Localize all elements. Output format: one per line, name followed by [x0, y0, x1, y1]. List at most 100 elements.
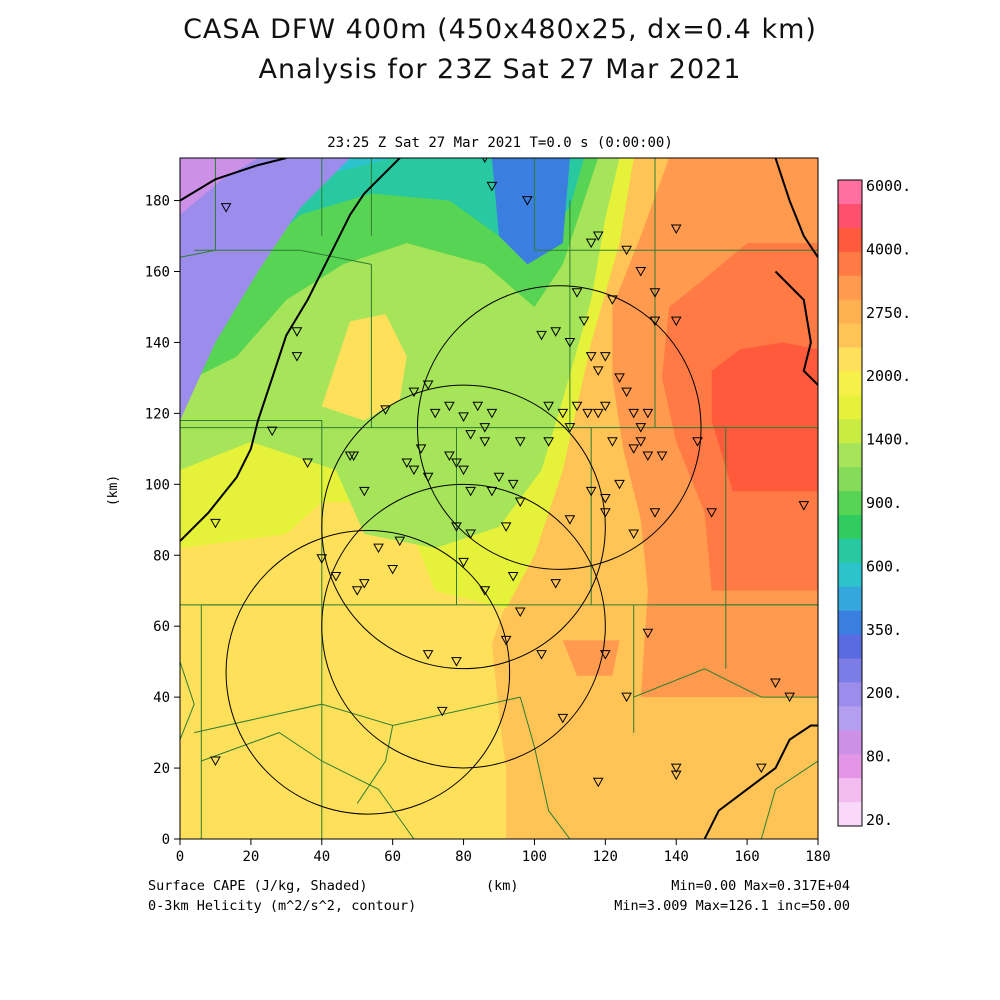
station-marker-7 [358, 486, 370, 497]
station-marker-74 [635, 423, 647, 433]
colorbar-swatch-2 [838, 227, 862, 253]
colorbar-swatch-1 [838, 203, 862, 229]
cape-region-local-max [562, 640, 620, 676]
station-marker-62 [571, 401, 583, 412]
station-marker-49 [564, 515, 576, 525]
station-marker-51 [599, 494, 611, 504]
helicity-contour-4 [703, 724, 818, 839]
station-marker-79 [649, 288, 661, 298]
station-marker-13 [415, 444, 427, 454]
footer-right: Min=0.00 Max=0.317E+04 Min=3.009 Max=126… [560, 876, 850, 916]
station-marker-68 [599, 352, 611, 362]
station-marker-28 [514, 497, 526, 508]
station-marker-21 [479, 423, 491, 433]
station-marker-18 [451, 458, 462, 469]
county-line-16 [356, 725, 394, 804]
station-marker-89 [543, 437, 554, 447]
station-marker-5 [210, 518, 221, 529]
y-tick-label-60: 60 [153, 619, 170, 635]
station-marker-84 [607, 295, 618, 305]
station-marker-34 [507, 572, 519, 582]
station-marker-19 [465, 430, 476, 440]
station-marker-14 [401, 458, 413, 469]
colorbar-swatch-7 [838, 347, 862, 372]
footer-helicity-label: 0-3km Helicity (m^2/s^2, contour) [148, 898, 417, 914]
station-marker-102 [621, 692, 632, 703]
station-marker-36 [500, 635, 512, 646]
colorbar-swatch-0 [838, 180, 862, 205]
station-marker-30 [465, 529, 476, 539]
station-marker-54 [628, 529, 640, 539]
radar-4 [321, 483, 606, 769]
station-marker-33 [479, 586, 491, 596]
plot-frame [179, 157, 819, 840]
station-marker-101 [642, 628, 654, 639]
x-tick-label-180: 180 [805, 849, 830, 865]
station-marker-10 [408, 387, 420, 398]
colorbar-swatch-10 [838, 419, 862, 444]
station-marker-97 [670, 224, 682, 234]
colorbar-label-3: 2000. [866, 367, 911, 385]
station-marker-93 [486, 408, 498, 419]
station-marker-95 [486, 181, 498, 192]
station-marker-38 [557, 713, 569, 724]
x-tick-label-160: 160 [734, 849, 759, 865]
colorbar-label-5: 900. [866, 494, 902, 512]
y-tick-label-0: 0 [162, 832, 170, 848]
station-marker-50 [585, 486, 597, 497]
county-line-24 [180, 661, 195, 740]
county-line-14 [519, 696, 571, 839]
footer-xlabel: (km) [486, 878, 519, 894]
colorbar-swatch-13 [838, 491, 862, 516]
colorbar-label-7: 350. [866, 621, 902, 639]
y-tick-label-100: 100 [145, 477, 170, 493]
station-marker-83 [585, 238, 597, 249]
station-marker-53 [599, 508, 611, 518]
station-marker-105 [670, 770, 682, 781]
station-marker-29 [500, 522, 512, 532]
colorbar-swatch-24 [838, 754, 862, 779]
colorbar-label-0: 6000. [866, 177, 911, 195]
station-marker-104 [670, 763, 682, 774]
station-marker-81 [621, 245, 632, 256]
radar-1 [321, 384, 606, 670]
colorbar-swatch-9 [838, 395, 862, 420]
station-marker-20 [472, 401, 484, 412]
y-axis-label: (km) [106, 474, 122, 507]
station-marker-88 [564, 423, 576, 433]
station-marker-44 [351, 586, 363, 596]
cape-region-peak [711, 342, 818, 492]
station-marker-78 [649, 316, 661, 327]
colorbar-swatch-25 [838, 778, 862, 803]
county-line-17 [760, 760, 818, 839]
colorbar-swatch-5 [838, 299, 862, 325]
station-marker-52 [614, 479, 625, 490]
station-marker-25 [486, 486, 498, 497]
colorbar-swatch-17 [838, 586, 862, 612]
colorbar-swatch-21 [838, 682, 862, 707]
station-marker-96 [522, 196, 533, 206]
colorbar-swatch-15 [838, 538, 862, 564]
station-marker-0 [220, 203, 232, 213]
y-tick-label-120: 120 [145, 406, 170, 422]
colorbar-label-2: 2750. [866, 304, 911, 322]
footer-cape-label: Surface CAPE (J/kg, Shaded) [148, 878, 368, 894]
x-tick-label-20: 20 [242, 849, 259, 865]
station-marker-56 [628, 444, 640, 454]
y-axis: 0 20 40 60 80 100 120 140 160 180 [145, 194, 180, 848]
y-tick-label-160: 160 [145, 265, 170, 281]
station-marker-91 [479, 437, 491, 447]
radar-3 [225, 530, 511, 815]
footer-cape-stats: Min=0.00 Max=0.317E+04 [671, 878, 850, 894]
station-marker-42 [387, 564, 399, 575]
station-marker-87 [543, 401, 554, 412]
station-marker-2 [291, 352, 303, 362]
station-marker-72 [628, 408, 640, 419]
station-marker-39 [422, 650, 434, 660]
cape-region-20-80 [180, 158, 258, 215]
radar-range-circles [225, 285, 702, 815]
cape-region-80-200 [180, 158, 351, 421]
colorbar-swatch-22 [838, 706, 862, 731]
station-marker-48 [373, 543, 384, 554]
station-marker-23 [458, 465, 469, 476]
